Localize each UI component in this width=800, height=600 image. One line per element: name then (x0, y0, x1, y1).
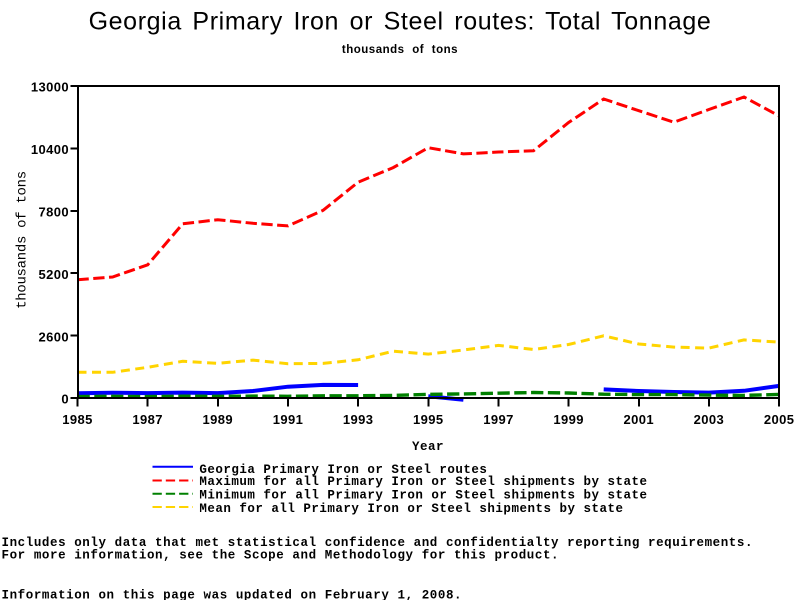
svg-text:1999: 1999 (553, 412, 584, 427)
svg-text:0: 0 (61, 392, 69, 407)
svg-text:13000: 13000 (31, 80, 69, 95)
svg-text:Minimum for all Primary Iron o: Minimum for all Primary Iron or Steel sh… (199, 489, 647, 503)
svg-text:Mean for all Primary Iron or S: Mean for all Primary Iron or Steel shipm… (199, 502, 623, 516)
svg-text:thousands of tons: thousands of tons (15, 171, 31, 309)
svg-text:Information on this page was u: Information on this page was updated on … (2, 589, 463, 600)
svg-text:For more information, see the: For more information, see the Scope and … (2, 548, 560, 562)
svg-text:1995: 1995 (413, 412, 444, 427)
svg-text:Maximum for all Primary Iron o: Maximum for all Primary Iron or Steel sh… (199, 475, 647, 489)
svg-text:Georgia Primary Iron or Steel: Georgia Primary Iron or Steel routes: To… (89, 7, 712, 35)
svg-text:thousands of tons: thousands of tons (342, 44, 458, 56)
svg-text:Year: Year (412, 440, 444, 454)
svg-text:7800: 7800 (38, 205, 69, 220)
svg-text:1993: 1993 (343, 412, 374, 427)
svg-text:10400: 10400 (31, 142, 69, 157)
svg-text:2600: 2600 (38, 329, 69, 344)
svg-text:2001: 2001 (624, 412, 655, 427)
svg-text:5200: 5200 (38, 267, 69, 282)
svg-text:1991: 1991 (273, 412, 304, 427)
svg-text:2005: 2005 (764, 412, 795, 427)
svg-text:2003: 2003 (694, 412, 725, 427)
svg-text:Includes only data that met st: Includes only data that met statistical … (2, 536, 754, 550)
svg-text:1987: 1987 (132, 412, 163, 427)
svg-text:1997: 1997 (483, 412, 514, 427)
svg-text:1985: 1985 (62, 412, 93, 427)
svg-text:1989: 1989 (203, 412, 234, 427)
svg-text:Georgia Primary Iron or Steel: Georgia Primary Iron or Steel routes (199, 463, 487, 477)
